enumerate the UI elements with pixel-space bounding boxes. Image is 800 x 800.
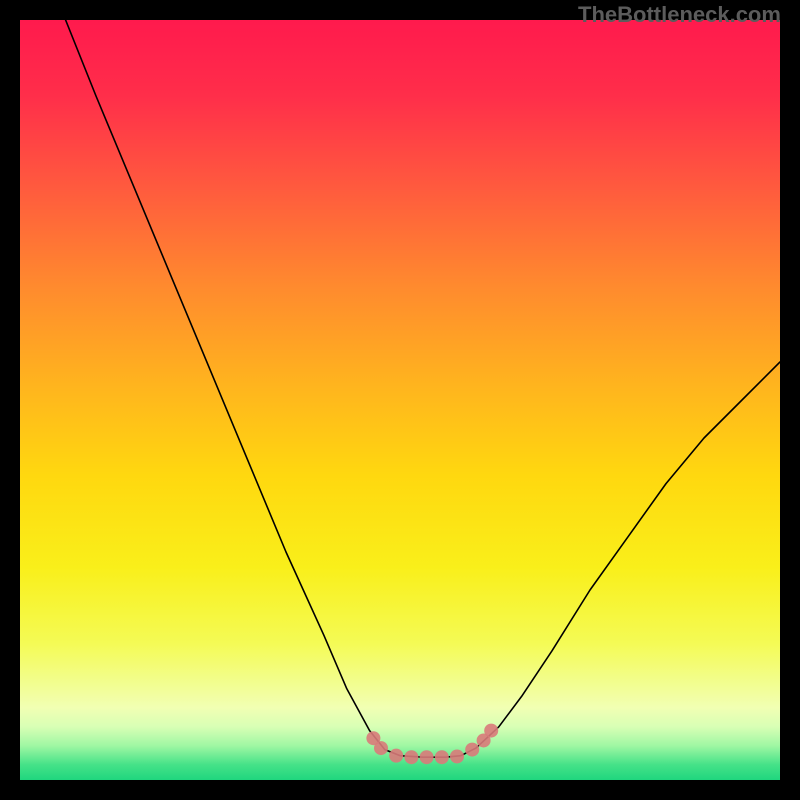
watermark-text: TheBottleneck.com — [578, 2, 781, 28]
data-marker — [404, 750, 418, 764]
bottleneck-curve — [66, 20, 780, 757]
data-marker — [374, 741, 388, 755]
data-marker — [435, 750, 449, 764]
curve-layer — [20, 20, 780, 780]
data-marker — [465, 743, 479, 757]
data-marker — [450, 749, 464, 763]
plot-area — [20, 20, 780, 780]
data-marker — [420, 750, 434, 764]
data-marker — [484, 724, 498, 738]
marker-group — [366, 724, 498, 765]
data-marker — [389, 749, 403, 763]
